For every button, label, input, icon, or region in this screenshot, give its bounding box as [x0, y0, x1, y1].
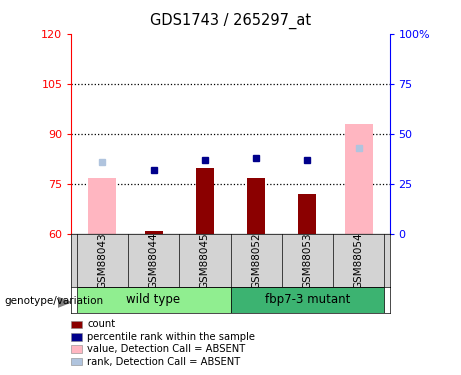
Text: GSM88045: GSM88045: [200, 232, 210, 289]
Bar: [145, 231, 163, 234]
Polygon shape: [58, 297, 71, 307]
Text: genotype/variation: genotype/variation: [5, 296, 104, 306]
Text: GSM88052: GSM88052: [251, 232, 261, 289]
Text: GSM88053: GSM88053: [302, 232, 313, 289]
Text: fbp7-3 mutant: fbp7-3 mutant: [265, 294, 350, 306]
Text: GSM88054: GSM88054: [354, 232, 364, 289]
Bar: [88, 177, 116, 234]
Bar: [247, 177, 265, 234]
Text: value, Detection Call = ABSENT: value, Detection Call = ABSENT: [87, 344, 245, 354]
Text: wild type: wild type: [126, 294, 181, 306]
Bar: [77, 287, 230, 313]
Text: GSM88044: GSM88044: [148, 232, 159, 289]
Bar: [196, 168, 214, 234]
Text: rank, Detection Call = ABSENT: rank, Detection Call = ABSENT: [87, 357, 240, 366]
Text: count: count: [87, 320, 115, 329]
Bar: [345, 124, 373, 234]
Text: percentile rank within the sample: percentile rank within the sample: [87, 332, 255, 342]
Bar: [298, 194, 316, 234]
Text: GDS1743 / 265297_at: GDS1743 / 265297_at: [150, 13, 311, 29]
Text: GSM88043: GSM88043: [97, 232, 107, 289]
Bar: [230, 287, 384, 313]
